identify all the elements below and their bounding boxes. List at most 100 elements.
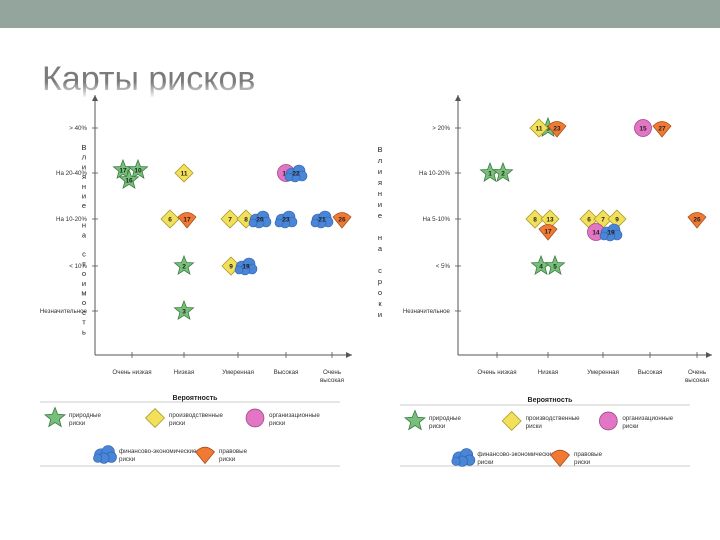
cloud-puff	[248, 218, 258, 228]
y-axis-title-char: В	[377, 145, 382, 154]
y-tick-label: < 5%	[436, 263, 451, 270]
y-axis-title-char: и	[82, 162, 86, 171]
risk-marker-financial: 21	[310, 210, 334, 229]
risk-marker-natural: 5	[544, 254, 566, 275]
x-tick-label: Высокая	[638, 369, 663, 376]
star-icon	[403, 409, 427, 431]
risk-points: 171016111522617782023212629193	[112, 158, 352, 320]
star-icon	[544, 254, 566, 275]
risk-marker-legal: 26	[332, 212, 352, 229]
x-axis-arrow	[346, 352, 352, 358]
risk-marker-natural: 3	[173, 299, 195, 320]
diamond-icon	[144, 407, 166, 429]
risk-marker-natural: 10	[127, 158, 149, 179]
risk-marker-financial: 19	[234, 257, 258, 276]
risk-marker-financial: 23	[274, 210, 298, 229]
x-tick-label: Очень	[323, 369, 341, 376]
legend-label: организационные	[622, 415, 673, 422]
shield-icon	[177, 212, 197, 229]
y-axis-title-char: н	[82, 221, 86, 230]
legend-label: риски	[429, 423, 446, 430]
y-tick-label: На 10-20%	[56, 216, 87, 223]
legend-label: риски	[169, 420, 186, 427]
diamond-icon	[220, 209, 240, 229]
risk-chart-1: Очень низкая Низкая Умеренная Высокая Оченьв…	[40, 95, 352, 467]
star-icon	[173, 299, 195, 320]
marker-label: 2	[501, 171, 505, 178]
star-icon	[173, 254, 195, 275]
marker-label: 7	[601, 217, 605, 224]
marker-label: 6	[168, 217, 172, 224]
y-axis-title-char: а	[378, 244, 383, 253]
star-icon	[492, 161, 514, 182]
y-tick-label: < 10%	[69, 263, 87, 270]
risk-points: 311 23 15 27 1 2 8 13 17 6 7 9 14 19 26 4 5	[479, 116, 707, 275]
risk-marker-financial	[93, 445, 117, 464]
y-axis-title-char: е	[82, 201, 86, 210]
cloud-icon	[310, 210, 334, 229]
shield-icon	[652, 121, 672, 138]
cloud-puff	[93, 453, 103, 463]
y-tick-label: Незначительное	[403, 308, 451, 315]
axes: Очень низкая Низкая Умеренная Высокая Оченьв…	[403, 95, 712, 384]
y-axis-title-char: я	[378, 178, 382, 187]
cloud-icon	[599, 223, 623, 242]
marker-label: 20	[256, 217, 264, 224]
y-axis-title-char: о	[82, 269, 86, 278]
y-axis-title-char: о	[378, 288, 382, 297]
y-axis-title-char: е	[378, 211, 382, 220]
marker-label: 14	[592, 230, 600, 237]
cloud-puff	[234, 265, 244, 275]
y-axis-title-char: и	[378, 200, 382, 209]
axes: Очень низкая Низкая Умеренная Высокая Оченьв…	[40, 95, 352, 384]
legend-label: правовые	[219, 448, 248, 455]
marker-label: 10	[134, 168, 142, 175]
risk-marker-financial: 19	[599, 223, 623, 242]
legend-label: риски	[219, 456, 236, 463]
y-axis-title-char: р	[378, 277, 382, 286]
y-tick-label: > 40%	[69, 125, 87, 132]
risk-marker-legal: 26	[687, 212, 707, 229]
diamond-icon	[160, 209, 180, 229]
y-axis-title-char: и	[378, 310, 382, 319]
y-axis-title-char: т	[82, 259, 86, 268]
cloud-icon	[451, 448, 476, 467]
risk-chart-2: Очень низкая Низкая Умеренная Высокая Оченьв…	[377, 95, 712, 468]
shield-icon	[195, 446, 215, 465]
risk-marker-financial	[451, 448, 476, 467]
cloud-icon	[284, 164, 308, 183]
marker-label: 17	[544, 229, 552, 236]
y-axis-title-char: В	[81, 143, 86, 152]
y-axis-title-char: н	[378, 189, 382, 198]
shield-icon	[538, 224, 558, 241]
cloud-icon	[274, 210, 298, 229]
risk-marker-legal	[550, 449, 570, 468]
marker-label: 13	[546, 217, 554, 224]
top-accent-bar	[0, 0, 720, 28]
x-tick-label: Высокая	[274, 369, 299, 376]
star-icon	[127, 158, 149, 179]
x-tick-label: высокая	[685, 377, 709, 384]
y-axis-arrow	[455, 95, 461, 101]
y-axis-title-char: н	[82, 182, 86, 191]
y-axis-title-char: л	[82, 153, 86, 162]
legend-label: финансово-экономические	[119, 448, 197, 455]
y-axis-title-char: л	[378, 156, 382, 165]
risk-marker-financial: 22	[284, 164, 308, 183]
y-axis-title-char: т	[82, 318, 86, 327]
y-tick-label: Незначительное	[40, 308, 88, 315]
shield-icon	[332, 212, 352, 229]
marker-label: 21	[318, 217, 326, 224]
x-tick-label: Умеренная	[222, 369, 254, 376]
marker-label: 9	[229, 264, 233, 271]
cloud-puff	[310, 218, 320, 228]
risk-marker-legal: 23	[547, 121, 567, 138]
x-tick-label: Умеренная	[587, 369, 619, 376]
risk-marker-production: 11	[529, 118, 549, 138]
y-axis-title-char: о	[82, 298, 86, 307]
risk-marker-legal	[195, 446, 215, 465]
cloud-puff	[284, 172, 294, 182]
marker-label: 19	[607, 230, 615, 237]
